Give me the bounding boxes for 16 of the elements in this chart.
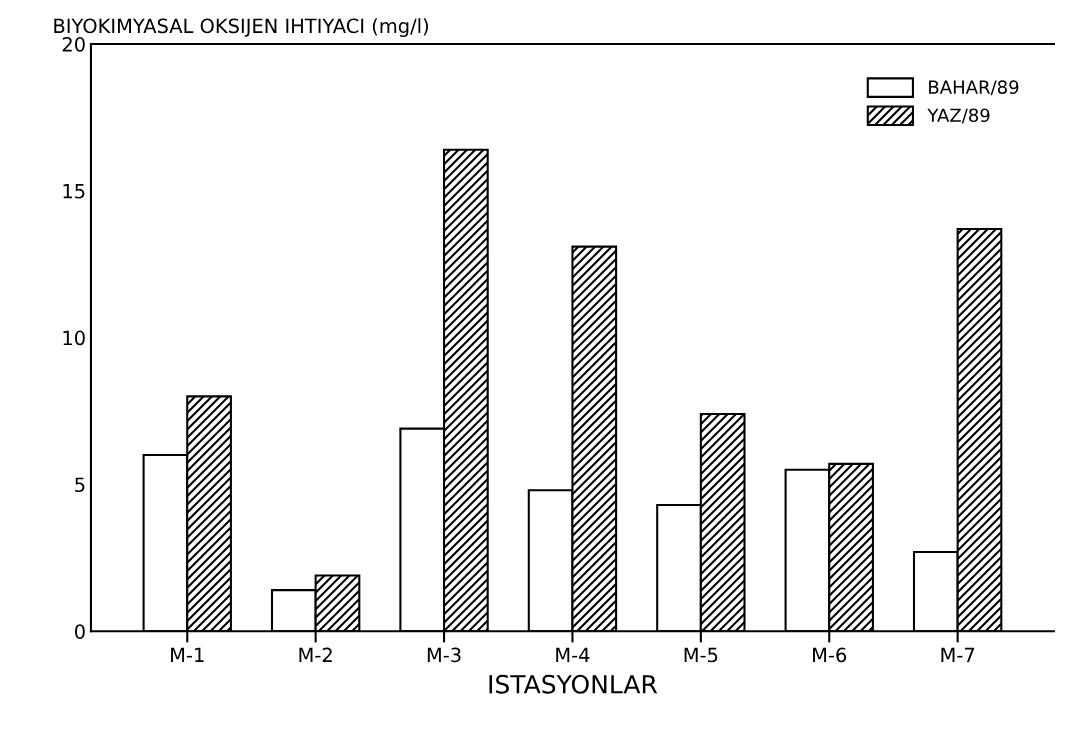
legend-label: BAHAR/89 xyxy=(929,80,1019,96)
y-tick-label: 20 xyxy=(62,37,85,52)
x-tick-label: M-4 xyxy=(556,647,590,662)
y-tick-label: 0 xyxy=(75,624,85,639)
y-tick-label: 5 xyxy=(75,477,85,493)
x-tick-label: M-6 xyxy=(813,647,847,663)
x-tick-label: M-7 xyxy=(941,647,975,662)
x-tick-label: M-1 xyxy=(171,647,204,662)
x-axis-title: ISTASYONLAR xyxy=(489,674,658,694)
x-tick-label: M-2 xyxy=(299,647,332,662)
x-tick-label: M-3 xyxy=(427,647,461,663)
x-tick-label: M-5 xyxy=(684,647,718,663)
y-tick-label: 15 xyxy=(63,184,85,199)
chart-title: BIYOKIMYASAL OKSIJEN IHTIYACI (mg/l) xyxy=(54,18,428,37)
legend-label: YAZ/89 xyxy=(927,108,990,124)
y-tick-label: 10 xyxy=(63,330,85,346)
